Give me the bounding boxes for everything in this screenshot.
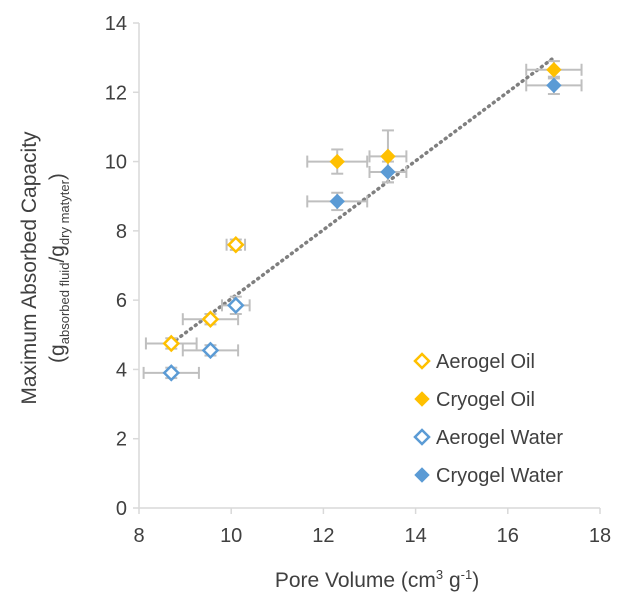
- y-tick-label: 2: [116, 429, 127, 451]
- x-tick-label: 12: [312, 525, 334, 547]
- y-axis-label-group: Maximum Absorbed Capacity (gabsorbed flu…: [18, 131, 72, 405]
- legend-item: Cryogel Water: [414, 465, 563, 487]
- data-point-cryogel-oil: [546, 62, 562, 78]
- y-tick-label: 6: [116, 290, 127, 312]
- data-point-aerogel-oil: [227, 235, 245, 254]
- data-point-cryogel-water: [380, 164, 396, 180]
- data-point-cryogel-water: [546, 77, 562, 94]
- y-tick-label: 14: [105, 13, 127, 35]
- data-point-cryogel-oil: [380, 148, 396, 165]
- legend-marker: [414, 391, 430, 407]
- legend-label: Aerogel Oil: [436, 351, 535, 373]
- tick-labels-group: 0 2 4 6 8 10 12 14 8 10 12 14 16 18: [105, 13, 611, 547]
- markers-group: [162, 62, 562, 382]
- legend: Aerogel Oil Cryogel Oil Aerogel Water Cryog…: [413, 351, 563, 487]
- data-point-cryogel-oil: [329, 153, 345, 170]
- legend-marker: [413, 352, 431, 370]
- x-tick-label: 14: [404, 525, 426, 547]
- x-tick-label: 18: [589, 525, 611, 547]
- legend-marker: [414, 467, 430, 483]
- y-tick-label: 8: [116, 221, 127, 243]
- legend-marker: [413, 428, 431, 446]
- y-tick-label: 10: [105, 152, 127, 174]
- data-point-aerogel-water: [227, 296, 245, 315]
- x-tick-label: 16: [497, 525, 519, 547]
- data-point-aerogel-oil: [201, 310, 220, 328]
- legend-label: Cryogel Water: [436, 465, 563, 487]
- data-point-cryogel-water: [329, 193, 345, 210]
- y-axis-label-line2: (gabsorbed fluid/gdry matyter): [46, 173, 72, 363]
- x-tick-label: 8: [133, 525, 144, 547]
- y-tick-label: 12: [105, 82, 127, 104]
- legend-label: Cryogel Oil: [436, 389, 535, 411]
- errorbars-group: [142, 60, 583, 380]
- y-tick-label: 4: [116, 359, 127, 381]
- y-axis-label-line1: Maximum Absorbed Capacity: [18, 131, 41, 405]
- legend-item: Aerogel Oil: [413, 351, 535, 373]
- data-point-aerogel-water: [162, 364, 181, 382]
- data-point-aerogel-water: [201, 341, 220, 360]
- legend-label: Aerogel Water: [436, 427, 563, 449]
- x-axis-label: Pore Volume (cm3 g-1): [275, 567, 479, 592]
- legend-item: Aerogel Water: [413, 427, 563, 449]
- y-tick-label: 0: [116, 498, 127, 520]
- axes: [133, 22, 601, 514]
- x-tick-label: 10: [220, 525, 242, 547]
- legend-item: Cryogel Oil: [414, 389, 535, 411]
- data-point-aerogel-oil: [162, 334, 181, 353]
